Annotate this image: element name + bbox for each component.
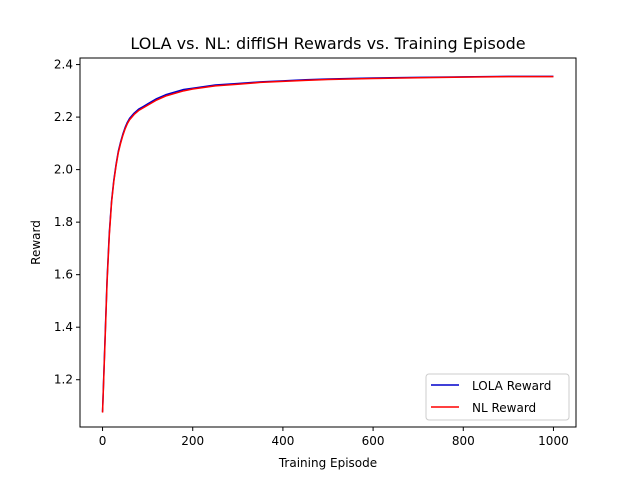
y-tick-label: 1.8 bbox=[54, 215, 73, 229]
legend-label-nl: NL Reward bbox=[472, 401, 536, 415]
y-axis-label: Reward bbox=[29, 220, 43, 265]
x-tick-label: 800 bbox=[452, 434, 475, 448]
x-tick-label: 400 bbox=[271, 434, 294, 448]
series-line-1 bbox=[101, 75, 554, 413]
plot-area-frame bbox=[79, 57, 577, 428]
y-tick-label: 2.2 bbox=[54, 110, 73, 124]
x-tick-label: 1000 bbox=[538, 434, 569, 448]
y-tick-label: 2.4 bbox=[54, 58, 73, 72]
y-tick-label: 1.6 bbox=[54, 268, 73, 282]
legend: LOLA Reward NL Reward bbox=[425, 373, 570, 421]
x-tick-label: 200 bbox=[181, 434, 204, 448]
y-tick-label: 2.0 bbox=[54, 163, 73, 177]
x-axis-label: Training Episode bbox=[278, 456, 377, 470]
x-tick-label: 0 bbox=[99, 434, 107, 448]
y-axis-ticks: 1.2 1.4 1.6 1.8 2.0 2.2 2.4 bbox=[54, 58, 80, 387]
y-tick-label: 1.2 bbox=[54, 373, 73, 387]
x-tick-label: 600 bbox=[362, 434, 385, 448]
legend-label-lola: LOLA Reward bbox=[472, 379, 551, 393]
y-tick-label: 1.4 bbox=[54, 320, 73, 334]
series-layer bbox=[101, 75, 554, 413]
chart-title: LOLA vs. NL: diffISH Rewards vs. Trainin… bbox=[130, 34, 525, 53]
legend-box bbox=[425, 373, 570, 421]
x-axis-ticks: 0 200 400 600 800 1000 bbox=[99, 427, 569, 448]
